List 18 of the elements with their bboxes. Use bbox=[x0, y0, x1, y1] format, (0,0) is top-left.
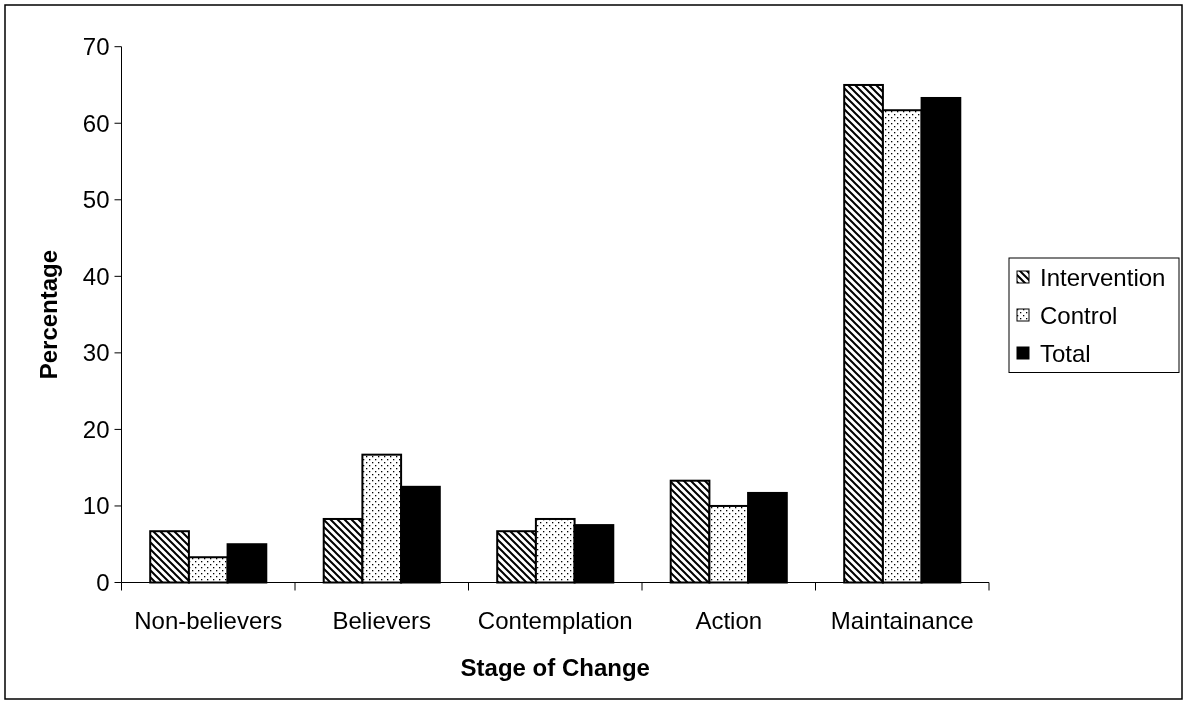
x-axis-title: Stage of Change bbox=[460, 653, 650, 681]
y-tick-label: 10 bbox=[82, 492, 110, 520]
y-tick-label: 20 bbox=[82, 415, 110, 443]
y-tick-label: 60 bbox=[82, 109, 110, 137]
y-tick-label: 50 bbox=[82, 186, 110, 214]
x-tick-label: Action bbox=[695, 606, 763, 634]
y-axis-title: Percentage bbox=[34, 249, 62, 380]
y-tick-label: 0 bbox=[96, 569, 110, 596]
x-tick-label: Believers bbox=[332, 606, 432, 634]
x-tick-label: Maintainance bbox=[830, 606, 974, 634]
x-tick-label: Non-believers bbox=[134, 606, 283, 634]
y-tick-label: 70 bbox=[82, 33, 110, 61]
legend-label: Intervention bbox=[1040, 263, 1166, 291]
legend-label: Total bbox=[1040, 339, 1091, 367]
legend-label: Control bbox=[1040, 301, 1118, 329]
x-tick-label: Contemplation bbox=[477, 606, 633, 634]
y-tick-label: 30 bbox=[82, 339, 110, 367]
y-tick-label: 40 bbox=[82, 262, 110, 290]
